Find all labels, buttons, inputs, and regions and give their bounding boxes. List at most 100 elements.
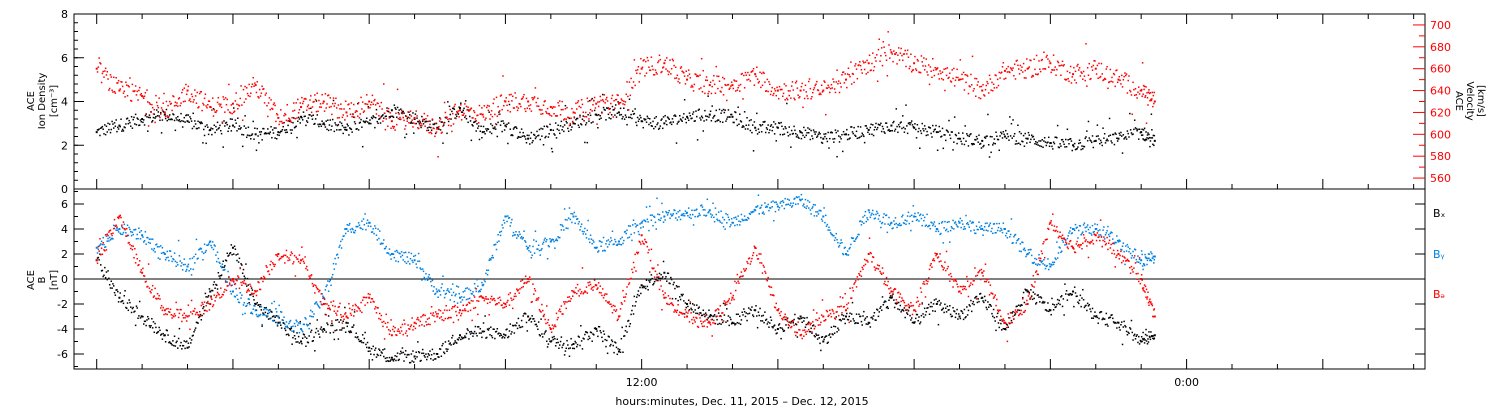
density-sample: [268, 133, 271, 135]
bx-sample: [966, 314, 969, 316]
density-sample: [1061, 138, 1064, 141]
velocity-sample: [623, 100, 625, 102]
density-sample: [882, 128, 885, 130]
bx-sample: [462, 337, 464, 339]
bx-sample: [210, 295, 212, 297]
velocity-sample: [780, 88, 782, 91]
density-sample: [1092, 146, 1095, 149]
bx-sample: [1010, 319, 1013, 322]
density-sample: [250, 138, 252, 140]
velocity-sample: [187, 85, 190, 88]
by-sample: [505, 215, 507, 218]
velocity-sample: [761, 84, 764, 87]
bx-sample: [988, 303, 991, 306]
bx-sample: [585, 331, 588, 333]
bx-sample: [388, 356, 391, 359]
velocity-sample: [366, 103, 369, 106]
bx-sample: [812, 325, 814, 327]
velocity-sample: [813, 87, 816, 89]
density-sample: [1085, 136, 1087, 138]
density-sample: [225, 121, 228, 124]
density-sample: [236, 130, 238, 132]
bx-sample: [842, 318, 844, 320]
density-sample: [910, 122, 912, 124]
velocity-sample: [426, 115, 429, 117]
by-sample: [487, 269, 490, 272]
by-sample: [560, 229, 563, 231]
by-sample: [224, 280, 227, 282]
density-sample: [744, 128, 747, 130]
by-sample: [126, 224, 129, 226]
velocity-sample: [460, 119, 463, 121]
by-sample: [588, 241, 591, 244]
by-sample: [180, 265, 182, 267]
bx-sample: [895, 303, 898, 305]
density-sample: [310, 115, 313, 117]
density-sample: [473, 121, 475, 124]
by-sample: [498, 231, 501, 233]
bx-sample: [355, 332, 357, 334]
velocity-sample: [536, 105, 538, 107]
bx-sample: [439, 348, 442, 350]
bx-point: [776, 328, 779, 330]
density-sample: [766, 128, 769, 131]
bx-sample: [152, 321, 155, 323]
velocity-sample: [390, 127, 392, 129]
density-sample: [901, 127, 903, 130]
density-sample: [1109, 134, 1112, 136]
bx-sample: [619, 351, 622, 354]
bx-sample: [422, 352, 425, 355]
by-sample: [112, 224, 115, 227]
velocity-sample: [155, 101, 158, 104]
velocity-sample: [526, 107, 529, 109]
density-sample: [932, 124, 934, 127]
by-sample: [520, 236, 523, 238]
density-sample: [476, 123, 478, 125]
velocity-sample: [237, 107, 239, 110]
velocity-sample: [716, 75, 718, 77]
velocity-point: [663, 62, 666, 65]
velocity-sample: [966, 74, 968, 76]
density-sample: [1120, 135, 1123, 137]
density-sample: [627, 116, 630, 119]
density-sample: [262, 127, 264, 130]
density-sample: [217, 127, 220, 130]
density-sample: [139, 119, 142, 121]
velocity-sample: [333, 105, 336, 107]
density-sample: [108, 128, 110, 131]
velocity-sample: [167, 104, 169, 107]
density-sample: [96, 129, 99, 131]
bx-sample: [502, 335, 504, 338]
by-sample: [258, 314, 261, 317]
density-sample: [161, 119, 164, 121]
velocity-sample: [1069, 71, 1071, 74]
velocity-sample: [1063, 64, 1065, 66]
velocity-sample: [421, 124, 423, 127]
density-sample: [986, 135, 988, 137]
by-point: [1003, 228, 1006, 230]
by-sample: [649, 214, 652, 216]
bx-sample: [827, 341, 829, 344]
density-sample: [739, 113, 741, 115]
density-sample: [966, 134, 969, 137]
by-sample: [538, 249, 541, 252]
bx-sample: [951, 315, 953, 317]
bx-sample: [417, 350, 420, 353]
density-sample: [250, 134, 253, 136]
by-sample: [656, 197, 658, 200]
density-sample: [224, 122, 227, 124]
velocity-sample: [124, 96, 126, 98]
density-sample: [162, 110, 164, 113]
bx-sample: [721, 318, 723, 321]
velocity-sample: [1005, 68, 1008, 70]
by-sample: [472, 291, 474, 293]
velocity-sample: [520, 105, 522, 108]
by-point: [1140, 259, 1143, 262]
density-sample: [767, 124, 769, 126]
density-sample: [1044, 141, 1047, 143]
velocity-sample: [375, 113, 378, 115]
density-point: [481, 131, 484, 134]
density-sample: [103, 133, 105, 135]
density-sample: [412, 112, 414, 114]
bx-sample: [321, 329, 323, 331]
